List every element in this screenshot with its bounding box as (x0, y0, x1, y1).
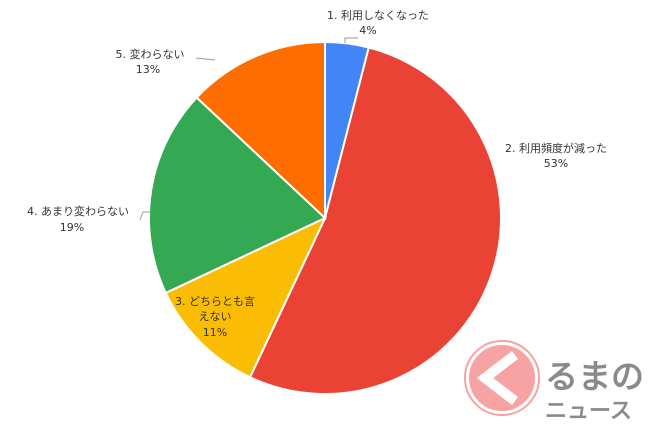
logo-text-2: ニュース (545, 399, 632, 424)
leader-line-1 (344, 37, 358, 43)
pct-1: 4% (359, 24, 376, 37)
logo-circle-icon (467, 343, 537, 413)
pie-slice-5 (195, 40, 326, 221)
pct-3: 11% (203, 326, 227, 339)
label-4: 4. あまり変わらない (27, 204, 129, 218)
leader-line-5 (195, 57, 216, 61)
pie-slice-4 (148, 96, 327, 295)
logo-chevron-icon (476, 351, 519, 405)
label-2: 2. 利用頻度が減った (505, 141, 607, 155)
pct-2: 53% (544, 157, 568, 170)
label-3-line1: 3. どちらとも言 (175, 295, 255, 308)
logo: るまの ニュース (464, 340, 644, 424)
label-3-line2: えない (199, 310, 232, 323)
pct-5: 13% (136, 63, 160, 76)
pct-4: 19% (60, 221, 84, 234)
pie-slice-3 (164, 215, 328, 379)
label-1: 1. 利用しなくなった (327, 9, 429, 22)
leader-line-4 (139, 211, 150, 221)
label-5: 5. 変わらない (116, 47, 185, 61)
pie-slice-2 (248, 46, 502, 395)
logo-text-1: るまの (545, 357, 644, 396)
